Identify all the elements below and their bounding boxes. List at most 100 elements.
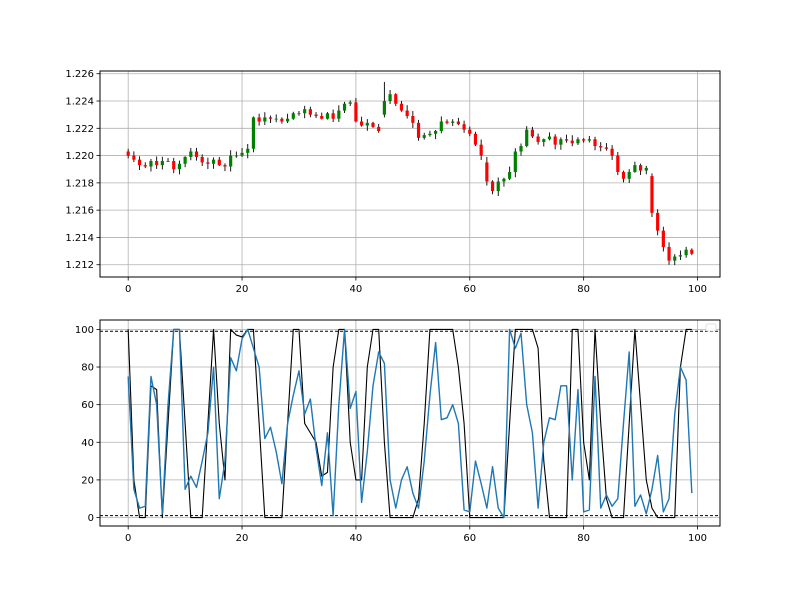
candle-body-down [690, 249, 694, 254]
candle-body-up [559, 139, 563, 145]
candle-body-down [308, 109, 312, 115]
candle-body-down [394, 94, 398, 104]
oscillator-chart: 0 20 40 60 80 100 0 20 40 60 80 100 [75, 319, 721, 544]
x-tick-label: 100 [688, 533, 707, 544]
candle-body-up [291, 113, 295, 119]
candle-body-up [274, 118, 278, 120]
price-axes-frame [99, 70, 721, 278]
candle-body-down [638, 165, 643, 171]
candle-body-down [621, 171, 626, 179]
candle-body-down [661, 230, 665, 247]
candle-body-down [411, 116, 415, 123]
y-tick-label: 1.220 [65, 151, 94, 162]
x-tick-label: 80 [577, 533, 590, 544]
candle-body-up [633, 165, 637, 172]
candle-body-up [263, 117, 267, 122]
candle-body-up [149, 161, 153, 167]
candle-body-down [143, 165, 147, 167]
candle-body-up [673, 256, 677, 261]
candle-body-up [678, 255, 683, 257]
candle-body-down [445, 121, 449, 123]
candle-body-down [456, 121, 460, 125]
candle-body-down [650, 176, 654, 213]
candle-body-up [177, 163, 182, 170]
candle-body-down [473, 133, 478, 145]
candle-body-up [234, 155, 238, 157]
candle-body-down [137, 159, 142, 166]
legend-box [705, 323, 717, 332]
candle-body-up [160, 161, 164, 166]
oscillator-x-axis: 0 20 40 60 80 100 [125, 526, 707, 544]
y-tick-label: 1.216 [65, 206, 94, 217]
candle-body-up [547, 136, 552, 140]
oscillator-axes-frame [99, 319, 721, 527]
candle-body-up [382, 101, 386, 115]
price-y-axis: 1.212 1.214 1.216 1.218 1.220 1.222 1.224 1.226 [65, 69, 100, 271]
series-line-black [127, 328, 692, 519]
y-tick-label: 20 [81, 475, 94, 486]
x-tick-label: 20 [236, 284, 249, 295]
x-tick-label: 80 [577, 284, 590, 295]
candle-body-up [303, 109, 307, 114]
candle-body-down [194, 151, 199, 157]
reference-lines [100, 330, 720, 517]
candle-body-up [325, 113, 330, 119]
candle-body-down [320, 116, 324, 119]
y-tick-label: 1.224 [65, 97, 94, 108]
candle-body-down [468, 129, 472, 134]
candle-body-up [229, 155, 233, 167]
candle-body-down [314, 114, 318, 117]
candle-body-down [553, 136, 557, 145]
candle-body-up [211, 159, 216, 164]
x-tick-label: 100 [688, 284, 707, 295]
candle-body-up [627, 171, 631, 179]
candles [126, 81, 694, 266]
candle-body-up [496, 181, 500, 192]
candle-body-up [166, 161, 170, 162]
candle-body-down [564, 139, 569, 141]
x-tick-label: 0 [125, 533, 131, 544]
candle-body-up [240, 152, 244, 156]
candle-body-down [405, 110, 409, 117]
candle-body-up [434, 131, 438, 134]
candle-body-up [365, 122, 369, 126]
candle-body-down [490, 181, 495, 192]
x-tick-label: 20 [236, 533, 249, 544]
candle-body-down [217, 159, 221, 166]
candle-body-up [542, 139, 546, 142]
candle-body-up [428, 133, 432, 136]
candle-body-down [610, 148, 614, 156]
candle-body-down [377, 126, 381, 132]
candle-body-down [599, 146, 603, 148]
candle-body-down [257, 117, 261, 122]
oscillator-series [127, 328, 693, 519]
candle-body-up [286, 118, 290, 122]
candle-body-up [513, 151, 517, 172]
y-tick-label: 1.214 [65, 233, 94, 244]
candle-body-down [604, 147, 609, 149]
candle-body-down [485, 162, 489, 182]
y-tick-label: 60 [81, 400, 94, 411]
candle-body-down [582, 139, 586, 141]
y-tick-label: 40 [81, 438, 94, 449]
y-tick-label: 1.222 [65, 124, 94, 135]
candle-body-down [206, 162, 210, 164]
x-tick-label: 40 [350, 533, 363, 544]
oscillator-y-axis: 0 20 40 60 80 100 [75, 325, 100, 524]
price-grid [100, 71, 720, 277]
candle-body-up [183, 156, 187, 164]
candle-body-down [331, 113, 335, 119]
candle-body-up [684, 249, 688, 256]
candle-body-down [656, 212, 660, 231]
x-tick-label: 60 [463, 284, 476, 295]
candle-body-down [536, 136, 540, 142]
y-tick-label: 80 [81, 363, 94, 374]
candle-body-down [172, 161, 176, 170]
x-tick-label: 40 [350, 284, 363, 295]
candle-body-down [132, 155, 136, 160]
candle-body-up [502, 178, 506, 182]
x-tick-label: 0 [125, 284, 131, 295]
candle-body-down [155, 161, 159, 166]
candle-body-down [479, 144, 483, 156]
